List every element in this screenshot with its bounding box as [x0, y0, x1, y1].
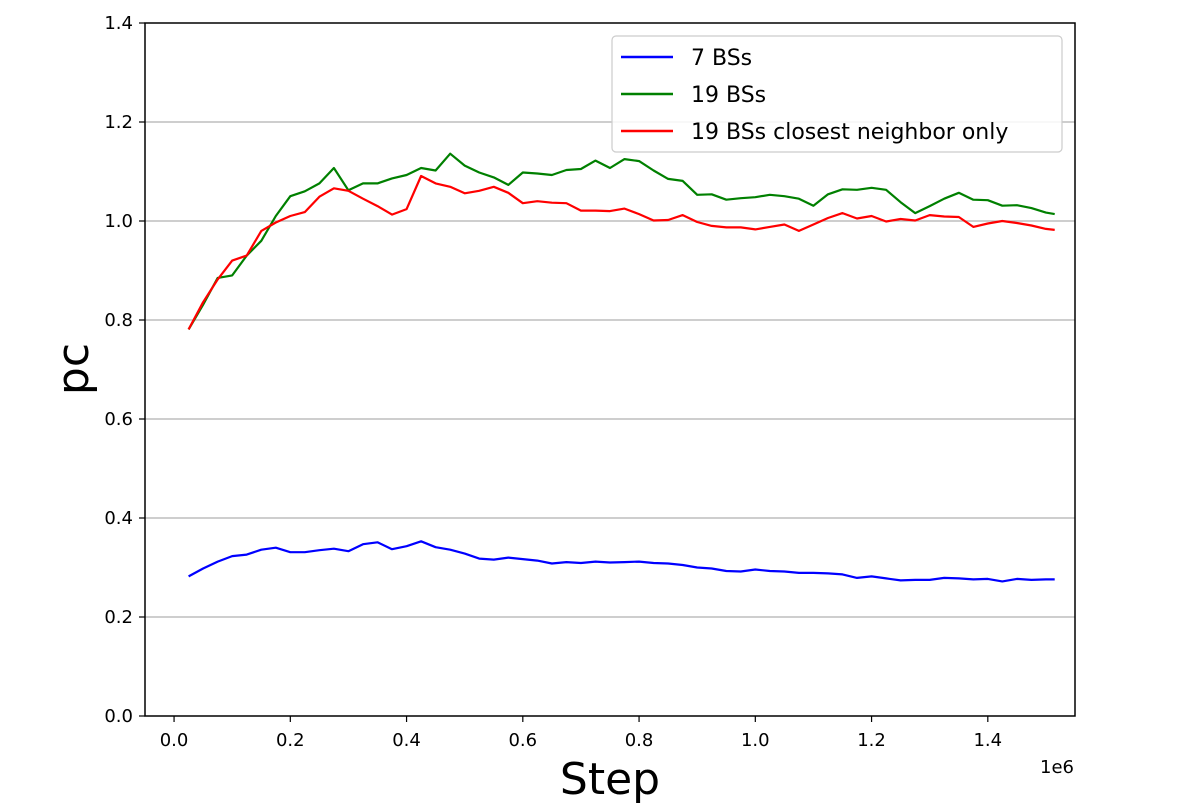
- legend-box: [611, 35, 1063, 153]
- x-tick-label: 1.2: [857, 730, 886, 751]
- x-axis-ticks: 0.0 0.2 0.4 0.6 0.8 1.0 1.2 1.4: [160, 716, 1002, 751]
- x-tick-label: 0.4: [392, 730, 421, 751]
- y-tick-label: 0.0: [104, 706, 133, 727]
- plot-frame: [144, 22, 1076, 717]
- y-axis-label: pc: [48, 343, 99, 395]
- y-tick-label: 1.2: [104, 112, 133, 133]
- x-tick-label: 1.4: [973, 730, 1002, 751]
- legend: 7 BSs 19 BSs 19 BSs closest neighbor only: [611, 35, 1063, 153]
- y-tick-label: 0.8: [104, 310, 133, 331]
- series-lines: [187, 152, 1055, 583]
- x-tick-label: 0.8: [625, 730, 654, 751]
- legend-entry-label: 19 BSs: [691, 83, 766, 108]
- y-tick-label: 1.4: [104, 13, 133, 34]
- y-axis-ticks: 0.0 0.2 0.4 0.6 0.8 1.0 1.2 1.4: [104, 13, 145, 727]
- x-tick-label: 0.6: [508, 730, 537, 751]
- x-tick-label: 1.0: [741, 730, 770, 751]
- y-tick-label: 1.0: [104, 211, 133, 232]
- x-axis-offset-text: 1e6: [1040, 757, 1074, 778]
- x-tick-label: 0.2: [276, 730, 305, 751]
- x-axis-label: Step: [560, 754, 660, 805]
- series-line-3: [187, 174, 1055, 330]
- y-tick-label: 0.6: [104, 409, 133, 430]
- y-tick-label: 0.2: [104, 607, 133, 628]
- series-line-1: [188, 540, 1055, 583]
- y-tick-label: 0.4: [104, 508, 133, 529]
- grid-lines: [145, 121, 1075, 618]
- legend-entry-label: 7 BSs: [691, 46, 752, 71]
- x-tick-label: 0.0: [160, 730, 189, 751]
- legend-entry-label: 19 BSs closest neighbor only: [691, 120, 1008, 145]
- series-line-2: [187, 152, 1055, 330]
